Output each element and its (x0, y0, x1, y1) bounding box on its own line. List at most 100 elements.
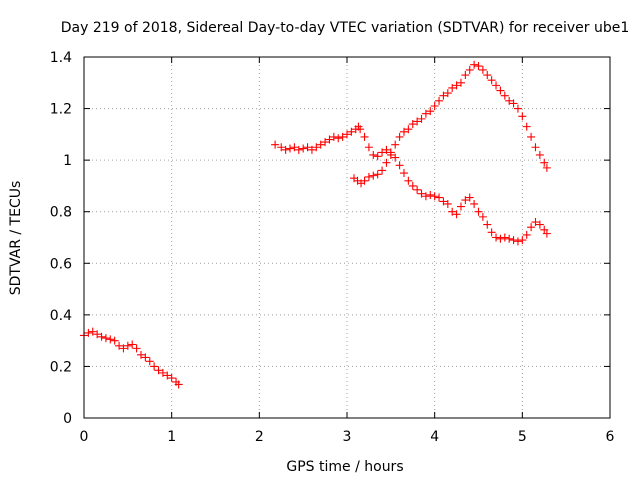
y-tick-label: 0.4 (50, 308, 72, 324)
data-point (496, 234, 505, 243)
data-point (378, 148, 387, 157)
data-point (522, 230, 531, 239)
x-tick-label: 5 (518, 429, 527, 445)
data-point (391, 140, 400, 149)
data-point (119, 344, 128, 353)
y-tick-label: 0.8 (50, 205, 72, 221)
data-point (465, 65, 474, 74)
data-point (136, 350, 145, 359)
data-point (163, 371, 172, 380)
data-point (518, 236, 527, 245)
data-point (128, 340, 137, 349)
data-point (132, 344, 141, 353)
data-point (478, 65, 487, 74)
y-tick-label: 0.6 (50, 256, 72, 272)
data-point (542, 229, 551, 238)
data-point (496, 86, 505, 95)
data-points (80, 60, 551, 389)
series-group (80, 327, 183, 389)
data-point (435, 96, 444, 105)
data-point (404, 125, 413, 134)
data-point (395, 161, 404, 170)
data-point (145, 357, 154, 366)
data-point (487, 228, 496, 237)
x-tick-label: 1 (167, 429, 176, 445)
data-point (448, 83, 457, 92)
data-point (154, 366, 163, 375)
x-tick-label: 3 (343, 429, 352, 445)
y-axis-label: SDTVAR / TECUs (8, 181, 24, 296)
data-point (435, 193, 444, 202)
data-point (413, 185, 422, 194)
data-point (474, 62, 483, 71)
data-point (110, 336, 119, 345)
data-point (382, 145, 391, 154)
data-point (443, 199, 452, 208)
data-point (286, 144, 295, 153)
data-point (426, 107, 435, 116)
data-point (281, 145, 290, 154)
data-point (470, 199, 479, 208)
data-point (84, 328, 93, 337)
data-point (356, 125, 365, 134)
data-point (360, 176, 369, 185)
data-point (373, 170, 382, 179)
data-point (106, 335, 115, 344)
y-tick-label: 1.2 (50, 102, 72, 118)
x-tick-label: 6 (606, 429, 615, 445)
data-point (404, 176, 413, 185)
data-point (408, 181, 417, 190)
data-point (303, 143, 312, 152)
data-point (399, 169, 408, 178)
data-point (500, 91, 509, 100)
data-point (443, 89, 452, 98)
data-point (535, 150, 544, 159)
x-tick-label: 2 (255, 429, 264, 445)
data-point (417, 114, 426, 123)
data-point (88, 327, 97, 336)
data-point (474, 207, 483, 216)
data-point (97, 332, 106, 341)
data-point (101, 334, 110, 343)
data-point (505, 234, 514, 243)
data-point (325, 135, 334, 144)
series-group (350, 60, 551, 188)
data-point (452, 81, 461, 90)
data-point (271, 140, 280, 149)
data-point (461, 71, 470, 80)
data-point (364, 143, 373, 152)
data-point (277, 143, 286, 152)
data-point (373, 152, 382, 161)
data-point (542, 163, 551, 172)
data-point (343, 130, 351, 139)
data-point (470, 60, 479, 69)
data-point (483, 220, 492, 229)
data-point (93, 330, 102, 339)
data-point (369, 150, 378, 159)
y-tick-label: 1 (63, 153, 72, 169)
data-point (527, 223, 536, 232)
x-tick-label: 4 (430, 429, 439, 445)
x-tick-label: 0 (80, 429, 89, 445)
x-axis-label: GPS time / hours (286, 459, 403, 475)
data-point (535, 220, 544, 229)
data-point (421, 109, 430, 118)
data-point (417, 189, 426, 198)
data-point (492, 233, 501, 242)
data-point (369, 171, 378, 180)
data-point (430, 101, 439, 110)
data-point (465, 193, 474, 202)
data-point (531, 143, 540, 152)
data-point (386, 150, 395, 159)
grid (84, 57, 610, 418)
axes: 0 1 2 3 4 5 6 0 0.2 0.4 0.6 0.8 1 1.2 1.4 (50, 50, 615, 445)
data-point (391, 153, 400, 162)
data-point (329, 132, 338, 141)
data-point (294, 145, 303, 154)
data-point (150, 362, 159, 371)
data-point (338, 132, 347, 141)
data-point (307, 145, 316, 154)
series-group (271, 122, 551, 246)
data-point (299, 144, 308, 153)
